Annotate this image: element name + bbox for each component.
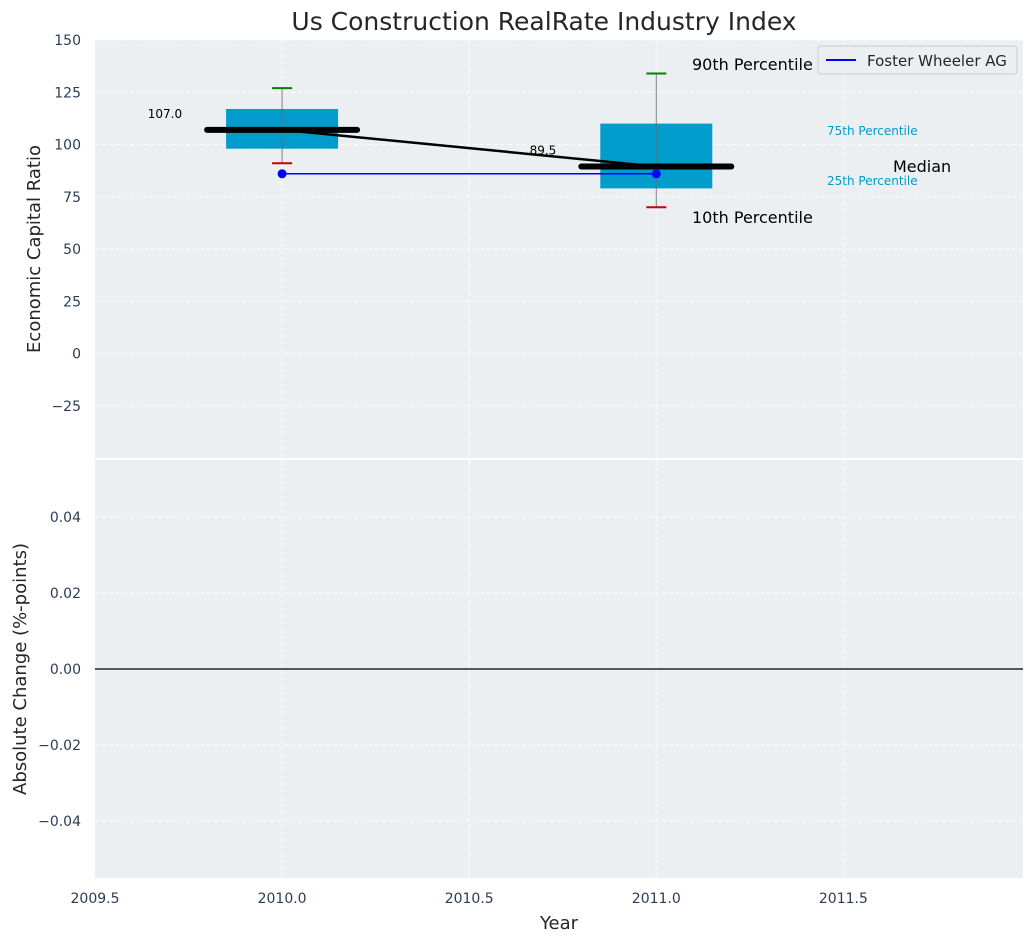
legend-label-foster-wheeler: Foster Wheeler AG [867, 52, 1007, 70]
top-y-tick-label: 25 [63, 294, 81, 310]
legend: Foster Wheeler AG [817, 45, 1018, 75]
x-tick-label: 2009.5 [71, 891, 120, 907]
bottom-y-tick-label: −0.04 [38, 814, 81, 830]
legend-frame [817, 45, 1018, 75]
bottom-y-tick-label: 0.00 [50, 662, 81, 678]
p75-annotation: 75th Percentile [827, 124, 918, 138]
top-y-tick-label: 150 [54, 33, 81, 49]
x-axis-label: Year [539, 913, 579, 934]
series-point-foster-wheeler [651, 169, 661, 179]
x-tick-label: 2010.5 [445, 891, 494, 907]
x-tick-label: 2011.5 [819, 891, 868, 907]
top-y-tick-label: 100 [54, 138, 81, 154]
median-connector-line [281, 128, 657, 168]
top-y-tick-label: 125 [54, 85, 81, 101]
median-value-label: 107.0 [148, 107, 182, 121]
top-y-tick-label: 50 [63, 242, 81, 258]
p25-annotation: 25th Percentile [827, 174, 918, 188]
bottom-y-tick-label: 0.02 [50, 586, 81, 602]
bottom-y-axis-label: Absolute Change (%-points) [10, 543, 31, 795]
grid [95, 39, 1023, 878]
plot-marks: 107.0 89.5 [95, 72, 1023, 670]
bottom-y-tick-label: −0.02 [38, 738, 81, 754]
top-y-axis-label: Economic Capital Ratio [24, 145, 45, 353]
x-tick-label: 2010.0 [258, 891, 307, 907]
p10-annotation: 10th Percentile [692, 208, 813, 227]
top-y-tick-label: −25 [51, 399, 81, 415]
median-annotation: Median [893, 157, 951, 176]
axes: 2009.5 2010.0 2010.5 2011.0 2011.5 −25 0 25 50 75… [38, 33, 868, 907]
median-value-label: 89.5 [530, 143, 557, 157]
chart-title: Us Construction RealRate Industry Index [291, 7, 796, 36]
series-point-foster-wheeler [277, 169, 287, 179]
bottom-y-tick-label: 0.04 [50, 510, 81, 526]
p90-annotation: 90th Percentile [692, 55, 813, 74]
top-y-tick-label: 75 [63, 190, 81, 206]
x-tick-label: 2011.0 [632, 891, 681, 907]
top-y-tick-label: 0 [72, 347, 81, 363]
